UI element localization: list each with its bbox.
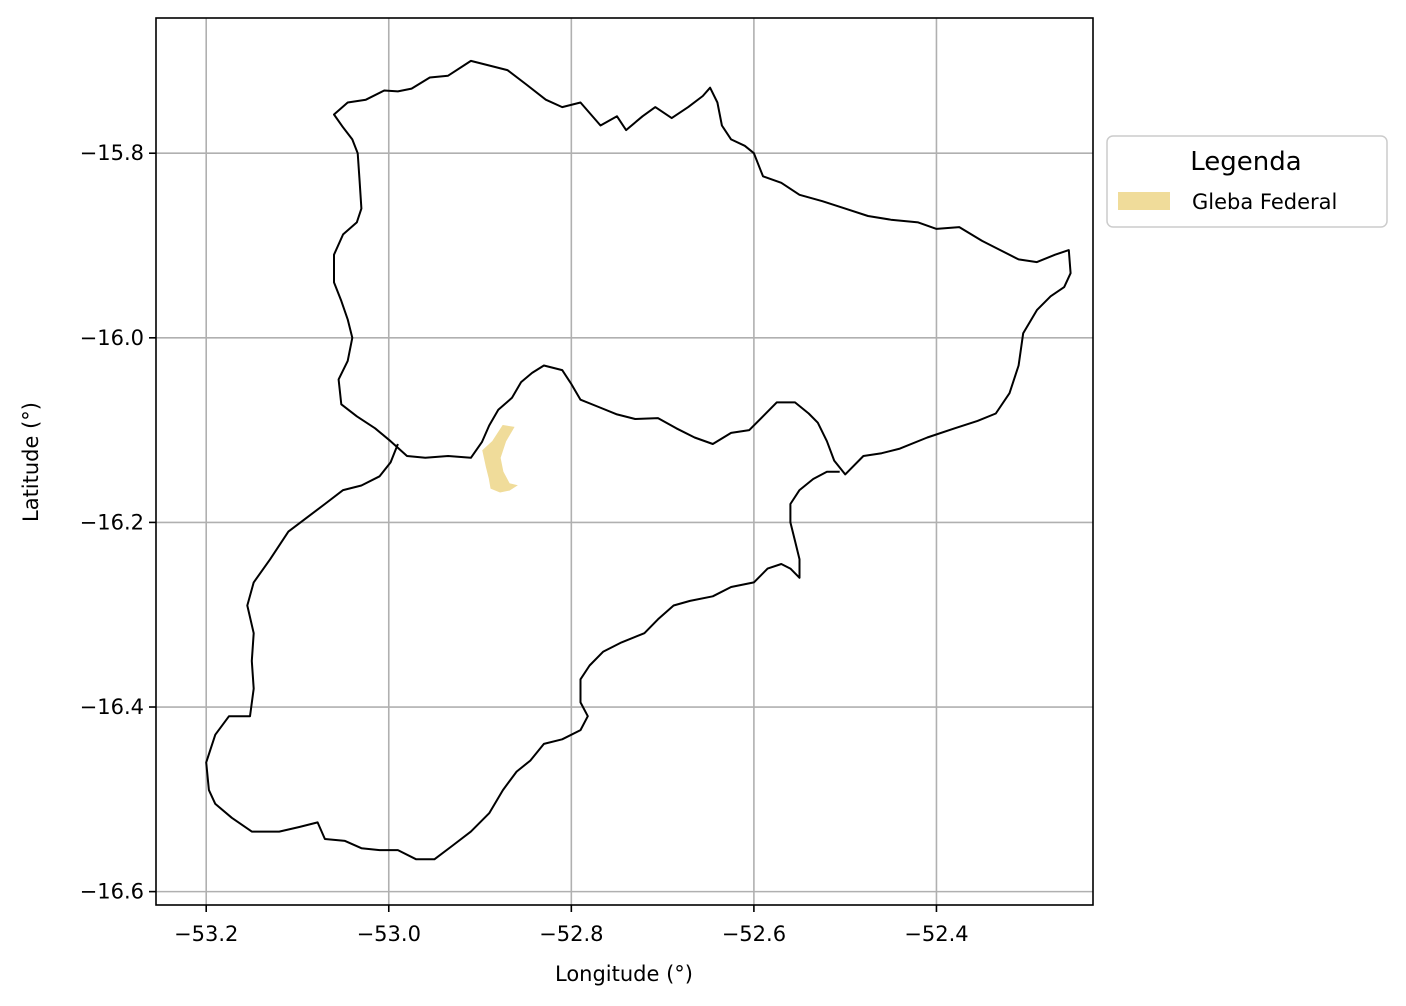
legend-swatch-gleba-federal xyxy=(1118,192,1170,210)
legend-frame xyxy=(1106,135,1388,228)
gleba-federal-polygon xyxy=(482,424,518,493)
y-tick-label: −16.4 xyxy=(80,695,144,719)
x-axis-label: Longitude (°) xyxy=(555,962,693,986)
x-tick-label: −53.2 xyxy=(174,922,238,946)
legend-title: Legenda xyxy=(1190,147,1301,177)
municipality-boundary-south xyxy=(205,443,840,861)
municipality-boundary-north xyxy=(333,59,1072,476)
plot-frame xyxy=(155,17,1094,906)
y-tick-label: −15.8 xyxy=(80,141,144,165)
y-tick-label: −16.6 xyxy=(80,880,144,904)
plot-area: −53.2 −53.0 −52.8 −52.6 −52.4 −15.8 −16.0 −16.2… xyxy=(80,17,1094,946)
y-axis-label: Latitude (°) xyxy=(19,402,43,522)
grid xyxy=(156,18,1093,905)
x-tick-label: −52.8 xyxy=(539,922,603,946)
axis-ticks: −53.2 −53.0 −52.8 −52.6 −52.4 −15.8 −16.0 −16.2… xyxy=(80,141,969,946)
x-tick-label: −52.4 xyxy=(904,922,968,946)
x-tick-label: −52.6 xyxy=(722,922,786,946)
y-tick-label: −16.0 xyxy=(80,326,144,350)
map-features xyxy=(205,59,1072,861)
plot-background xyxy=(156,18,1093,905)
legend-label-gleba-federal: Gleba Federal xyxy=(1192,190,1337,214)
x-tick-label: −53.0 xyxy=(357,922,421,946)
legend: Legenda Gleba Federal xyxy=(1106,135,1388,228)
y-tick-label: −16.2 xyxy=(80,510,144,534)
